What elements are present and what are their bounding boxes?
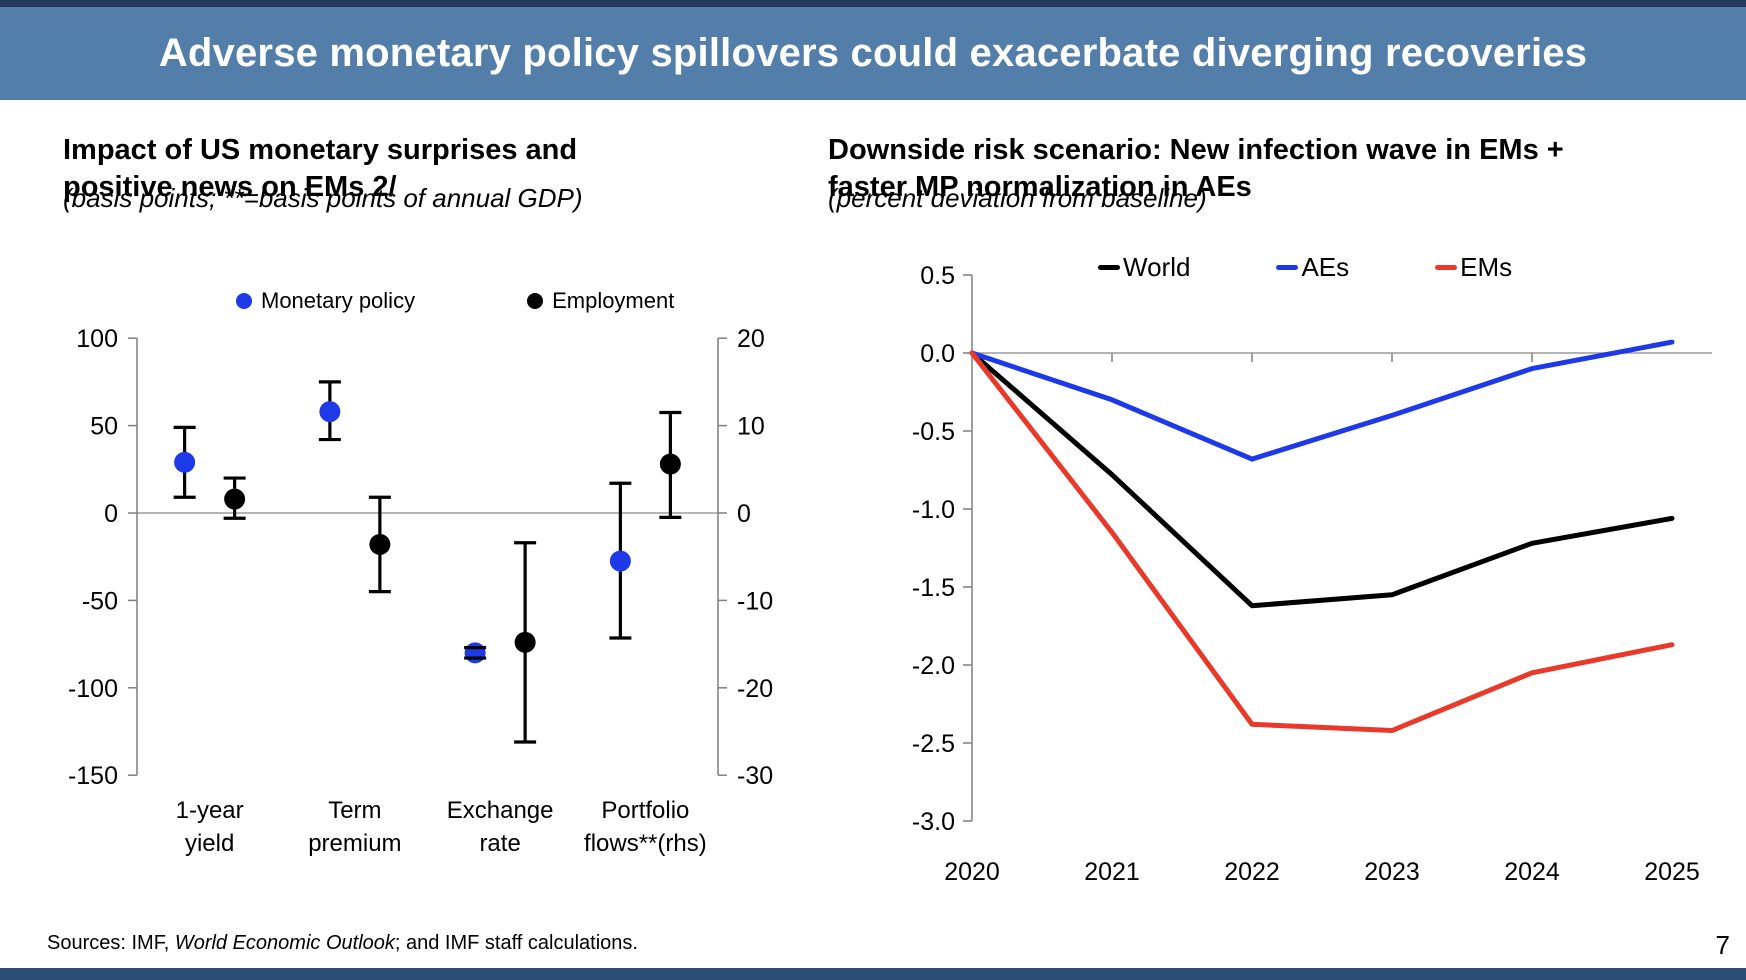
- category-label: Exchange rate: [447, 797, 554, 857]
- rhs-tick-label: 0: [737, 500, 751, 528]
- rhs-tick-label: 10: [737, 413, 765, 441]
- y-tick-label: -1.0: [912, 496, 955, 524]
- monetary-policy-dot-icon: [236, 293, 252, 309]
- y-tick-label: -1.5: [912, 574, 955, 602]
- legend-item-ems: EMs: [1435, 252, 1512, 283]
- sources-prefix: Sources: IMF,: [47, 932, 175, 954]
- y-tick-label: 0.0: [920, 340, 955, 368]
- rhs-tick-label: -30: [737, 762, 773, 790]
- page-number: 7: [1715, 930, 1730, 960]
- data-point-employment: [514, 631, 536, 653]
- right-chart-title: Downside risk scenario: New infection wa…: [828, 132, 1564, 206]
- line-world: [969, 350, 1675, 609]
- y-tick-label: -3.0: [912, 808, 955, 836]
- data-point-monetary-policy: [174, 451, 196, 473]
- lhs-tick-label: 50: [90, 413, 118, 441]
- employment-dot-icon: [527, 293, 544, 309]
- y-tick-label: -2.0: [912, 652, 955, 680]
- category-label: 1-year yield: [176, 797, 244, 857]
- sources-suffix: ; and IMF staff calculations.: [394, 932, 638, 954]
- x-tick-label: 2023: [1364, 858, 1420, 886]
- y-tick-label: 0.5: [920, 262, 955, 290]
- data-point-employment: [369, 533, 391, 555]
- y-tick-label: -0.5: [912, 418, 955, 446]
- x-tick-label: 2020: [944, 858, 1000, 886]
- left-chart-legend: Monetary policy Employment: [236, 288, 674, 314]
- left-chart-subtitle: (basis points; **=basis points of annual…: [63, 183, 583, 213]
- right-chart-legend: World AEs EMs: [1098, 252, 1512, 283]
- top-accent-strip: [0, 0, 1746, 7]
- lhs-tick-label: -150: [68, 762, 118, 790]
- right-chart-title-line1: Downside risk scenario: New infection wa…: [828, 134, 1564, 167]
- legend-item-employment: Employment: [527, 288, 674, 314]
- legend-item-world: World: [1098, 252, 1190, 283]
- legend-label-ems: EMs: [1460, 252, 1513, 282]
- x-tick-label: 2025: [1644, 858, 1700, 886]
- x-tick-label: 2024: [1504, 858, 1560, 886]
- slide-title: Adverse monetary policy spillovers could…: [158, 31, 1588, 75]
- sources-publication: World Economic Outlook: [174, 932, 395, 954]
- legend-label-employment: Employment: [552, 288, 675, 313]
- category-label: Portfolio flows**(rhs): [584, 797, 707, 857]
- sources-note: Sources: IMF, World Economic Outlook; an…: [47, 932, 638, 955]
- x-tick-label: 2022: [1224, 858, 1280, 886]
- line-aes: [969, 339, 1675, 462]
- right-chart-title-line2: faster MP normalization in AEs: [828, 171, 1252, 204]
- rhs-tick-label: -10: [737, 587, 773, 615]
- lhs-tick-label: -100: [68, 675, 118, 703]
- left-chart-title: Impact of US monetary surprises and posi…: [63, 132, 577, 206]
- data-point-monetary-policy: [609, 550, 631, 572]
- bottom-accent-strip: [0, 968, 1746, 980]
- legend-label-world: World: [1123, 252, 1191, 282]
- world-line-icon: [1098, 265, 1120, 270]
- data-point-monetary-policy: [319, 401, 341, 423]
- data-point-employment: [224, 488, 246, 510]
- lhs-tick-label: 100: [76, 325, 118, 353]
- legend-item-monetary-policy: Monetary policy: [236, 288, 415, 314]
- y-tick-label: -2.5: [912, 730, 955, 758]
- category-label: Term premium: [308, 797, 401, 857]
- legend-label-monetary-policy: Monetary policy: [261, 288, 416, 313]
- left-chart-title-line2: positive news on EMs 2/: [63, 171, 397, 204]
- lhs-tick-label: -50: [82, 587, 118, 615]
- legend-label-aes: AEs: [1301, 252, 1350, 282]
- data-point-employment: [659, 453, 681, 475]
- left-chart-title-line1: Impact of US monetary surprises and: [63, 134, 578, 167]
- ems-line-icon: [1435, 265, 1458, 270]
- rhs-tick-label: 20: [737, 325, 765, 353]
- slide-header: Adverse monetary policy spillovers could…: [0, 7, 1746, 100]
- right-chart-subtitle: (percent deviation from baseline): [828, 183, 1207, 213]
- aes-line-icon: [1276, 265, 1299, 270]
- rhs-tick-label: -20: [737, 675, 773, 703]
- x-tick-label: 2021: [1084, 858, 1140, 886]
- lhs-tick-label: 0: [104, 500, 118, 528]
- line-ems: [969, 350, 1675, 734]
- legend-item-aes: AEs: [1276, 252, 1349, 283]
